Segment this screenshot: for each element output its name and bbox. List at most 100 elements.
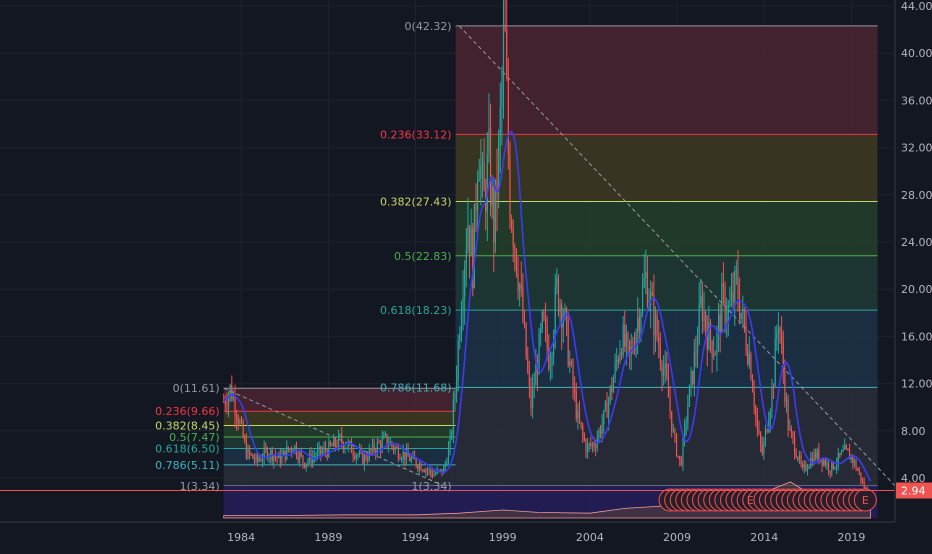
candle-body xyxy=(732,291,734,303)
candle-body xyxy=(671,410,673,431)
price-axis[interactable]: 4.00 8.00 12.00 16.00 20.00 24.00 28.00 32.00 36… xyxy=(894,0,932,522)
candle-body xyxy=(604,402,606,411)
trend-line[interactable] xyxy=(458,25,896,487)
candle-body xyxy=(464,267,466,297)
candle-body xyxy=(289,448,291,451)
candle-body xyxy=(763,441,765,454)
candle-body xyxy=(769,410,771,423)
candle-body xyxy=(672,429,674,431)
candle-body xyxy=(478,179,480,181)
candle-body xyxy=(713,354,715,357)
candle-body xyxy=(467,225,469,251)
candle-body xyxy=(342,442,344,450)
candle-body xyxy=(522,287,524,321)
candle-body xyxy=(412,455,414,459)
candle-body xyxy=(232,396,235,400)
candle-body xyxy=(747,350,749,364)
candle-body xyxy=(784,370,786,402)
candle-body xyxy=(381,438,383,450)
candle-body xyxy=(286,446,288,460)
candle-body xyxy=(617,359,619,362)
time-axis[interactable]: 1984 1989 1994 1999 2004 2009 2014 2019 xyxy=(0,521,895,544)
candle-body xyxy=(297,455,299,460)
candle-body xyxy=(569,361,571,366)
candle-body xyxy=(418,464,420,469)
candle-body xyxy=(777,328,780,333)
candle-body xyxy=(785,399,788,402)
candle-body xyxy=(616,359,618,362)
candle-body xyxy=(826,462,828,466)
candle-body xyxy=(544,318,547,326)
candle-body xyxy=(346,447,348,449)
candle-body xyxy=(756,415,758,430)
candle-body xyxy=(444,463,446,468)
candle-body xyxy=(483,162,485,191)
candle-body xyxy=(591,443,594,446)
candle-body xyxy=(608,400,610,418)
candle-body xyxy=(842,449,844,452)
candle-body xyxy=(261,458,264,461)
candle-body xyxy=(257,454,259,461)
candle-body xyxy=(308,453,311,461)
candle-body xyxy=(231,385,233,400)
candle-body xyxy=(802,464,804,468)
candle-body xyxy=(664,363,666,370)
candle-body xyxy=(404,451,406,461)
candlestick-series xyxy=(223,0,870,497)
candle-body xyxy=(640,312,642,331)
candle-body xyxy=(540,328,542,334)
candle-body xyxy=(574,387,576,392)
candle-body xyxy=(434,473,437,475)
candle-body xyxy=(244,437,246,441)
candle-body xyxy=(223,401,225,403)
candle-body xyxy=(782,342,784,371)
candle-body xyxy=(240,420,243,422)
candle-body xyxy=(667,376,670,398)
candle-body xyxy=(688,384,691,407)
fib-zone xyxy=(455,134,878,202)
candle-body xyxy=(315,455,317,457)
price-tick-label: 16.00 xyxy=(901,330,932,343)
candle-body xyxy=(420,464,422,471)
candle-body xyxy=(331,445,333,447)
candle-body xyxy=(226,404,228,407)
candle-body xyxy=(494,179,497,243)
candle-body xyxy=(318,446,320,450)
last-price-badge xyxy=(896,482,932,499)
fib-level-label: 0.382(27.43) xyxy=(380,196,452,209)
time-tick-label: 2004 xyxy=(576,531,604,544)
candle-body xyxy=(519,284,521,291)
candle-body xyxy=(844,445,846,450)
candle-body xyxy=(730,291,733,304)
candle-body xyxy=(459,336,461,341)
fib-zone xyxy=(223,425,456,438)
candle-body xyxy=(284,450,286,460)
candle-body xyxy=(808,465,810,469)
candle-body xyxy=(742,308,744,313)
candle-body xyxy=(344,447,346,450)
candle-body xyxy=(696,343,699,354)
candle-body xyxy=(531,387,534,409)
candle-body xyxy=(357,454,359,456)
candle-body xyxy=(687,406,689,424)
candle-body xyxy=(224,401,226,405)
candle-body xyxy=(399,458,401,460)
candle-body xyxy=(653,294,655,336)
candle-body xyxy=(745,326,747,351)
candle-body xyxy=(726,318,728,322)
candle-body xyxy=(321,451,323,454)
candle-body xyxy=(229,385,231,395)
candle-body xyxy=(303,462,306,468)
candle-body xyxy=(339,435,341,437)
candle-body xyxy=(410,458,412,462)
candle-body xyxy=(431,473,433,477)
fib-level-label: 0.236(33.12) xyxy=(380,128,452,141)
candle-body xyxy=(422,470,424,472)
candle-body xyxy=(239,420,241,424)
candle-body xyxy=(378,442,380,444)
candle-body xyxy=(541,311,543,329)
candle-body xyxy=(250,453,252,455)
candle-body xyxy=(578,410,581,422)
